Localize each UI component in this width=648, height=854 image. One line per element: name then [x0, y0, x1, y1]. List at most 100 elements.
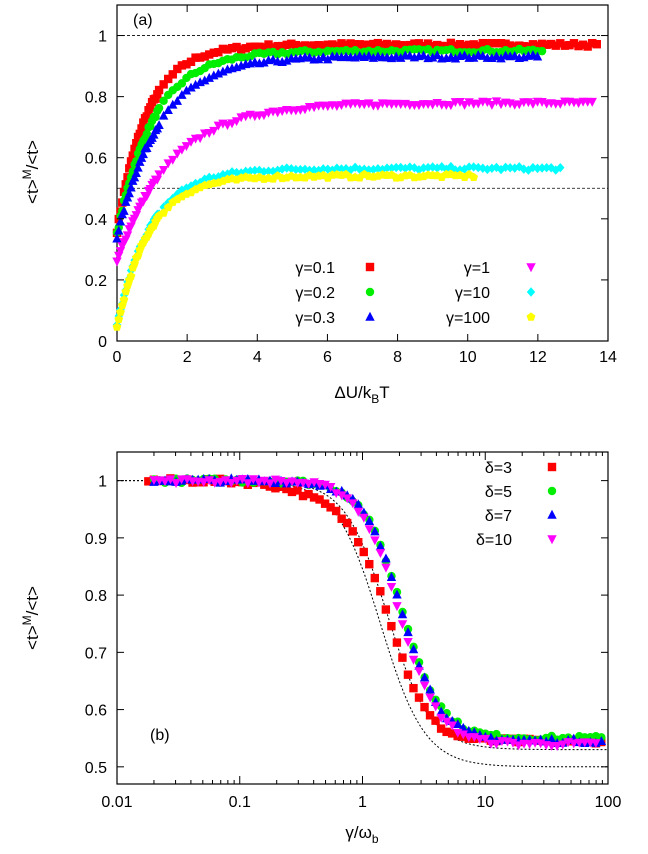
panel-a-data-point: [428, 42, 437, 51]
panel-b-y-tick-label: 0.5: [85, 760, 107, 777]
panel-a-data-point: [200, 52, 209, 61]
panel-b-data-point: [381, 605, 391, 614]
panel-a-x-tick-label: 4: [253, 349, 262, 366]
panel-a-data-point: [259, 43, 269, 52]
panel-b-frame: [116, 451, 609, 785]
panel-a-legend-label: γ=0.3: [295, 310, 335, 327]
panel-a-data-point: [537, 46, 547, 56]
panel-a-legend-marker: [526, 312, 536, 321]
panel-a-data-point: [159, 96, 168, 106]
panel-b-data-point: [403, 670, 413, 679]
panel-b-legend-marker: [547, 535, 557, 545]
panel-a-data-point: [396, 41, 405, 50]
panel-a-y-tick-label: 0.6: [85, 151, 107, 168]
panel-a-series-3: [112, 50, 543, 243]
panel-a-data-point: [587, 97, 597, 107]
panel-b-label: (b): [150, 727, 170, 744]
panel-b-x-tick-label: 1: [358, 794, 367, 811]
panel-a-data-point: [501, 39, 510, 48]
panel-a-data-point: [264, 40, 273, 49]
panel-b-series-2: [149, 474, 606, 745]
panel-b-reference-curves: [117, 480, 608, 768]
panel-a-data-point: [314, 41, 323, 50]
panel-b-data-point: [281, 478, 292, 488]
panel-b-data-point: [293, 486, 302, 495]
panel-a-data-point: [130, 144, 139, 154]
panel-a-data-point: [560, 41, 570, 50]
panel-a-data-point: [126, 271, 136, 280]
panel-a-data-point: [414, 39, 424, 48]
panel-b-data-point: [508, 738, 518, 748]
panel-a-data-point: [468, 52, 479, 62]
panel-a-data-point: [546, 163, 556, 173]
panel-a-data-point: [491, 97, 502, 107]
panel-b-data-point: [243, 479, 253, 489]
panel-b-y-tick-label: 0.8: [85, 588, 107, 605]
panel-a-data-point: [496, 39, 506, 48]
panel-b-data-point: [337, 514, 346, 523]
panel-b-data-point: [398, 653, 407, 662]
panel-a-data-point: [323, 40, 332, 49]
panel-a-data-point: [277, 41, 287, 51]
panel-b-data-point: [354, 537, 363, 547]
panel-b-data-point: [392, 638, 402, 647]
panel-a-data-point: [158, 165, 169, 175]
panel-a-data-point: [487, 100, 497, 110]
panel-a-data-point: [492, 39, 501, 48]
panel-a-data-point: [355, 40, 364, 49]
panel-a-data-point: [177, 145, 187, 155]
panel-a-data-point: [115, 216, 126, 226]
panel-b-data-point: [419, 681, 430, 691]
panel-b-data-point: [254, 478, 264, 488]
panel-b-data-point: [386, 583, 397, 592]
panel-b-data-point: [419, 672, 430, 682]
panel-b-data-point: [513, 741, 524, 751]
panel-b-series-3: [149, 473, 607, 747]
panel-a-data-point: [163, 105, 173, 115]
panel-b-data-point: [287, 487, 297, 497]
panel-a-data-point: [410, 39, 419, 48]
panel-a-data-point: [177, 185, 187, 195]
panel-a-data-point: [391, 40, 401, 49]
panel-a-data-point: [255, 42, 264, 51]
panel-a-data-point: [204, 72, 214, 82]
panel-a-series-2: [112, 44, 547, 237]
panel-b-data-point: [337, 491, 347, 501]
panel-b-data-point: [226, 478, 236, 488]
panel-b-y-axis-label: <t>M/<t>: [20, 586, 42, 650]
panel-a-data-point: [199, 75, 210, 85]
panel-a-data-point: [218, 169, 228, 180]
panel-a-data-point: [341, 40, 351, 50]
panel-b-data-point: [359, 513, 369, 523]
panel-a-data-point: [460, 41, 469, 51]
panel-a-x-tick-label: 8: [393, 349, 402, 366]
panel-a-data-point: [296, 42, 305, 51]
panel-b-data-point: [376, 587, 385, 596]
panel-a-data-point: [551, 165, 560, 175]
panel-a-data-point: [142, 143, 152, 152]
panel-b-data-point: [458, 730, 468, 740]
panel-b-data-point: [492, 729, 501, 739]
panel-a-data-point: [487, 39, 497, 48]
panel-a-data-point: [382, 163, 392, 173]
panel-b-x-tick-label: 10: [476, 794, 494, 811]
panel-b-data-point: [342, 494, 352, 504]
panel-a-data-point: [205, 172, 214, 183]
panel-a-x-tick-label: 6: [323, 349, 332, 366]
panel-a-data-point: [154, 120, 164, 129]
panel-a-x-tick-label: 0: [113, 349, 122, 366]
panel-b-data-point: [436, 706, 446, 716]
panel-a-data-point: [437, 41, 446, 51]
panel-b-data-point: [370, 526, 380, 536]
panel-a-data-point: [191, 53, 200, 62]
panel-a-data-point: [168, 99, 178, 109]
panel-b-x-tick-label: 0.1: [229, 794, 251, 811]
panel-b-data-point: [387, 621, 396, 631]
panel-a-data-point: [378, 40, 387, 50]
panel-a-data-point: [364, 40, 374, 49]
panel-a-data-point: [153, 90, 162, 99]
panel-a-data-point: [305, 41, 314, 51]
panel-a-data-point: [328, 40, 337, 49]
panel-a-data-point: [205, 50, 214, 59]
panel-a-data-point: [282, 40, 291, 50]
